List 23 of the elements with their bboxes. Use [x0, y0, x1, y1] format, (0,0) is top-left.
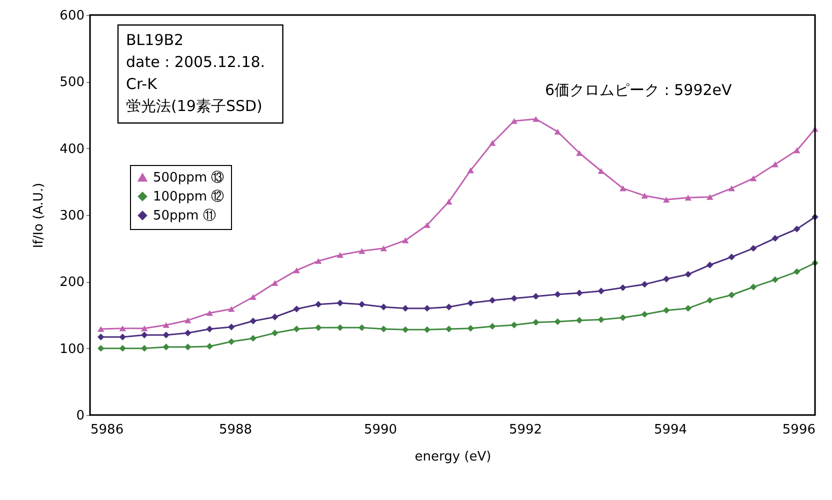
legend-label: 100ppm ⑫: [153, 190, 224, 204]
y-tick-label: 100: [60, 342, 84, 357]
y-tick-label: 600: [60, 8, 84, 24]
y-tick-label: 200: [60, 275, 84, 290]
x-tick-label: 5986: [90, 422, 124, 438]
legend-label: 50ppm ⑪: [153, 208, 216, 224]
x-tick-label: 5994: [654, 422, 688, 438]
x-tick-label: 5990: [364, 422, 398, 438]
y-axis-title: If/Io (A.U.): [32, 182, 47, 248]
x-tick-label: 5988: [218, 422, 252, 438]
y-tick-label: 500: [60, 75, 84, 90]
annotation: date : 2005.12.18.: [126, 53, 266, 71]
x-tick-label: 5996: [782, 422, 816, 438]
legend-label: 500ppm ⑬: [153, 170, 224, 186]
annotation: 蛍光法(19素子SSD): [126, 97, 262, 115]
y-tick-label: 0: [76, 408, 84, 424]
x-tick-label: 5992: [508, 422, 542, 438]
annotation: Cr-K: [126, 75, 158, 93]
annotation: BL19B2: [126, 31, 184, 49]
y-tick-label: 300: [60, 208, 84, 224]
x-axis-title: energy (eV): [414, 450, 492, 464]
annotation: 6価クロムピーク : 5992eV: [545, 81, 733, 99]
y-tick-label: 400: [60, 142, 84, 157]
